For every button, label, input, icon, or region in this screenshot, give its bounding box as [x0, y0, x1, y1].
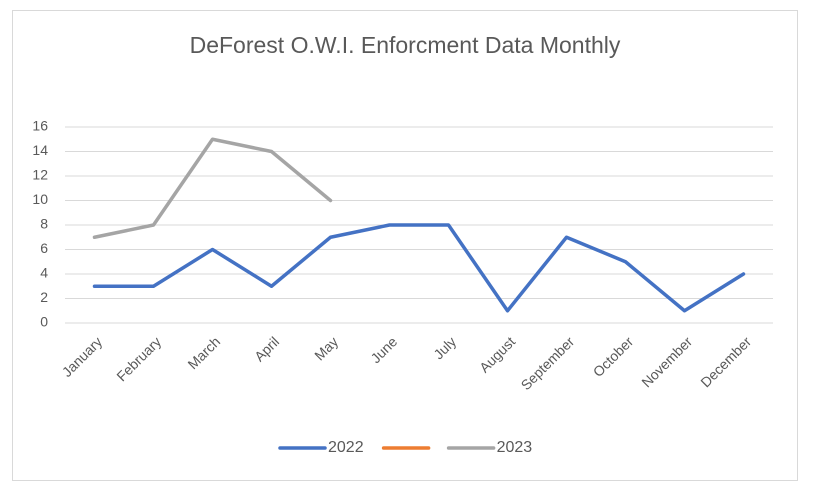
- chart-border: [12, 10, 798, 481]
- series-line: [92, 137, 333, 239]
- legend-label: 2023: [497, 439, 533, 456]
- y-tick-label: 6: [40, 240, 48, 256]
- y-tick-label: 16: [32, 118, 48, 134]
- y-tick-label: 12: [32, 167, 48, 183]
- series-line: [92, 223, 746, 313]
- y-tick-label: 2: [40, 289, 48, 305]
- y-tick-label: 14: [32, 142, 48, 158]
- y-tick-label: 4: [40, 265, 48, 281]
- y-tick-label: 8: [40, 216, 48, 232]
- y-tick-label: 10: [32, 191, 48, 207]
- legend-label: 2022: [328, 439, 364, 456]
- y-tick-label: 0: [40, 314, 48, 330]
- chart-title: DeForest O.W.I. Enforcment Data Monthly: [190, 32, 621, 58]
